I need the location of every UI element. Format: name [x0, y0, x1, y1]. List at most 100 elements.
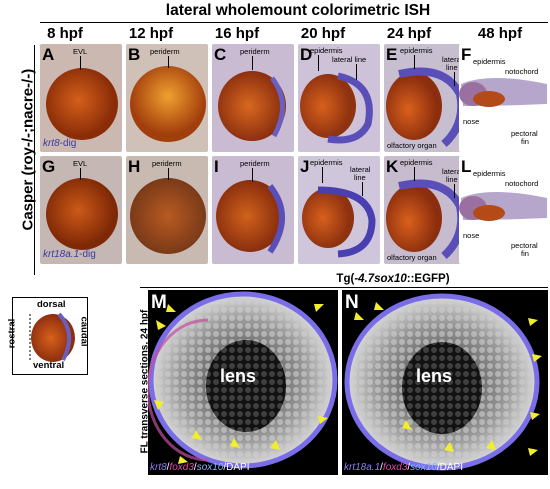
timepoint-12hpf: 12 hpf: [128, 25, 174, 42]
label-evl: EVL: [73, 47, 88, 56]
panel-A: A EVL krt8-dig: [40, 44, 122, 152]
panel-letter: J: [300, 157, 310, 176]
orientation-ventral: ventral: [33, 360, 65, 371]
pointer-line: [318, 55, 319, 71]
embryo-image: [302, 186, 376, 258]
label-notochord: notochord: [505, 67, 539, 76]
panel-letter: E: [386, 45, 398, 64]
label-notochord: notochord: [505, 179, 539, 188]
embryo-image: [300, 72, 373, 144]
label-epidermis: epidermis: [310, 46, 343, 55]
lens-label: lens: [220, 366, 257, 386]
label-lateral-line: lateral line: [332, 55, 367, 64]
label-periderm: periderm: [240, 159, 270, 168]
panel-letter: K: [386, 157, 399, 176]
panel-letter: D: [300, 45, 313, 64]
pointer-line: [168, 168, 169, 180]
timepoint-8hpf: 8 hpf: [47, 25, 83, 42]
stain-legend: krt8/foxd3/sox10/DAPI: [150, 462, 250, 473]
label-periderm: periderm: [150, 47, 180, 56]
probe-label-krt18a1: krt18a.1-dig: [43, 249, 96, 260]
orientation-dorsal: dorsal: [37, 299, 66, 310]
panel-letter: I: [214, 157, 219, 176]
pointer-line: [454, 72, 455, 86]
pointer-line: [252, 56, 253, 70]
panel-J: J epidermis lateral line: [298, 156, 380, 264]
pointer-line: [322, 167, 323, 183]
side-rule: [34, 45, 35, 275]
pointer-line: [168, 56, 169, 68]
label-epidermis: epidermis: [310, 158, 343, 167]
section-image-M: [148, 291, 338, 469]
orientation-rostral: rostral: [6, 318, 18, 349]
orientation-inset: dorsal ventral rostral caudal: [6, 297, 90, 375]
timepoint-24hpf: 24 hpf: [386, 25, 432, 42]
pointer-line: [414, 55, 415, 69]
pointer-line: [252, 168, 253, 182]
section-panel-M: M lens krt8/foxd3/sox10/DAPI: [148, 290, 338, 475]
label-epidermis: epidermis: [400, 46, 433, 55]
label-periderm: periderm: [240, 47, 270, 56]
embryo-image: [218, 71, 286, 141]
panel-B: B periderm: [126, 44, 208, 152]
arrow-marks: [354, 302, 542, 456]
pointer-line: [454, 184, 455, 198]
timepoint-20hpf: 20 hpf: [300, 25, 346, 42]
panel-D: D epidermis lateral line: [298, 44, 380, 152]
label-epidermis: epidermis: [473, 169, 506, 178]
panel-E: E epidermis lateral line olfactory organ: [384, 44, 466, 152]
embryo-image: [130, 178, 206, 254]
label-evl: EVL: [73, 159, 88, 168]
label-line: line: [354, 173, 366, 182]
embryo-image: [216, 180, 285, 254]
embryo-image: [130, 66, 206, 142]
pointer-line: [80, 56, 81, 70]
panel-letter: G: [42, 157, 56, 176]
section-panel-N: N lens krt18a.1/foxd3/sox10/DAPI: [342, 290, 548, 475]
label-line: line: [446, 63, 458, 72]
label-line: line: [446, 175, 458, 184]
pointer-line: [414, 167, 415, 181]
panel-letter: A: [42, 45, 55, 64]
label-epidermis: epidermis: [400, 158, 433, 167]
lens-label: lens: [416, 366, 453, 386]
panel-I: I periderm: [212, 156, 294, 264]
pointer-line: [356, 64, 357, 80]
label-pectoral: pectoral: [511, 129, 538, 138]
section-rule: [140, 287, 548, 288]
panel-L: L epidermis notochord nose pectoral fin: [459, 156, 547, 264]
label-nose: nose: [463, 117, 480, 126]
figure-title: lateral wholemount colorimetric ISH: [165, 2, 431, 19]
label-lateral: lateral: [350, 165, 371, 174]
probe-label-krt8: krt8-dig: [43, 138, 77, 149]
section-image-N: [344, 293, 542, 471]
section-title: Tg(-4.7sox10::EGFP): [336, 273, 450, 285]
orientation-caudal: caudal: [78, 316, 90, 347]
label-olfactory-organ: olfactory organ: [387, 141, 437, 150]
label-fin: fin: [521, 249, 529, 258]
panel-F: F epidermis notochord nose pectoral fin: [459, 44, 547, 152]
panel-letter: M: [151, 292, 167, 313]
label-lateral: lateral: [442, 167, 463, 176]
panel-G: G EVL krt18a.1-dig: [40, 156, 122, 264]
embryo-orientation-image: [29, 312, 75, 362]
pointer-line: [80, 168, 81, 180]
panel-letter: H: [128, 157, 141, 176]
pointer-line: [362, 182, 363, 196]
embryo-image: [46, 178, 118, 250]
label-pectoral: pectoral: [511, 241, 538, 250]
label-nose: nose: [463, 231, 480, 240]
panel-letter: L: [461, 157, 472, 176]
panel-C: C periderm: [212, 44, 294, 152]
embryo-image: [459, 78, 547, 107]
panel-letter: B: [128, 45, 141, 64]
label-epidermis: epidermis: [473, 57, 506, 66]
panel-letter: N: [345, 292, 359, 313]
panel-letter: C: [214, 45, 227, 64]
timepoint-16hpf: 16 hpf: [214, 25, 260, 42]
embryo-image: [46, 68, 118, 140]
embryo-image: [459, 192, 547, 221]
panel-K: K epidermis lateral line olfactory organ: [384, 156, 466, 264]
label-fin: fin: [521, 137, 529, 146]
panel-H: H periderm: [126, 156, 208, 264]
